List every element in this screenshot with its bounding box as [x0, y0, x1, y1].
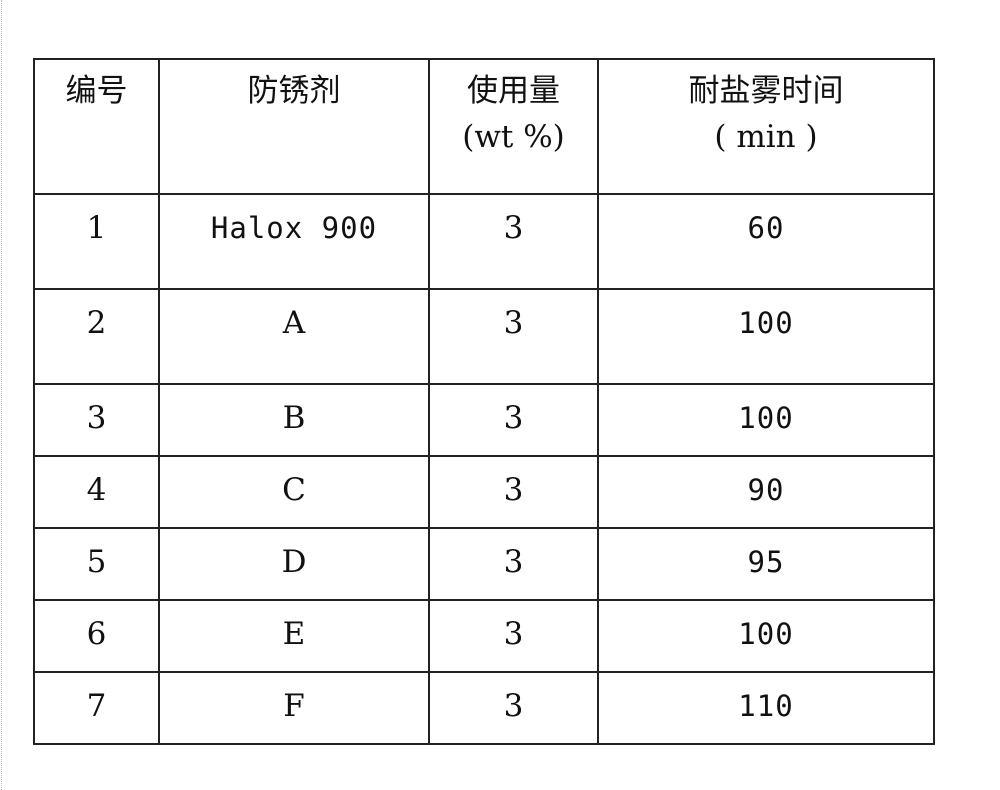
page-edge	[1, 0, 2, 790]
cell-dosage: 3	[429, 384, 598, 456]
cell-number: 1	[34, 194, 159, 289]
table-row: 1 Halox 900 3 60	[34, 194, 934, 289]
header-text: 使用量	[430, 68, 597, 114]
cell-dosage: 3	[429, 672, 598, 744]
cell-inhibitor: C	[159, 456, 429, 528]
table-row: 3 B 3 100	[34, 384, 934, 456]
cell-time: 100	[598, 600, 934, 672]
header-text: ( min )	[599, 114, 933, 160]
cell-number: 6	[34, 600, 159, 672]
header-inhibitor: 防锈剂	[159, 59, 429, 194]
header-number: 编号	[34, 59, 159, 194]
table-row: 4 C 3 90	[34, 456, 934, 528]
cell-time: 100	[598, 384, 934, 456]
cell-dosage: 3	[429, 289, 598, 384]
table-row: 5 D 3 95	[34, 528, 934, 600]
cell-time: 60	[598, 194, 934, 289]
header-salt-spray-time: 耐盐雾时间( min )	[598, 59, 934, 194]
cell-time: 95	[598, 528, 934, 600]
cell-time: 90	[598, 456, 934, 528]
cell-time: 100	[598, 289, 934, 384]
cell-time: 110	[598, 672, 934, 744]
cell-dosage: 3	[429, 528, 598, 600]
cell-number: 2	[34, 289, 159, 384]
header-text: 耐盐雾时间	[599, 68, 933, 114]
header-dosage: 使用量(wt %)	[429, 59, 598, 194]
cell-number: 3	[34, 384, 159, 456]
cell-number: 5	[34, 528, 159, 600]
cell-number: 4	[34, 456, 159, 528]
cell-inhibitor: E	[159, 600, 429, 672]
cell-dosage: 3	[429, 600, 598, 672]
header-text: 编号	[35, 68, 158, 114]
table-row: 7 F 3 110	[34, 672, 934, 744]
cell-inhibitor: D	[159, 528, 429, 600]
table-row: 2 A 3 100	[34, 289, 934, 384]
cell-inhibitor: Halox 900	[159, 194, 429, 289]
cell-dosage: 3	[429, 194, 598, 289]
header-text: 防锈剂	[160, 68, 428, 114]
cell-inhibitor: F	[159, 672, 429, 744]
table-row: 6 E 3 100	[34, 600, 934, 672]
cell-inhibitor: A	[159, 289, 429, 384]
cell-inhibitor: B	[159, 384, 429, 456]
header-row: 编号 防锈剂 使用量(wt %) 耐盐雾时间( min )	[34, 59, 934, 194]
cell-dosage: 3	[429, 456, 598, 528]
header-text: (wt %)	[430, 114, 597, 160]
cell-number: 7	[34, 672, 159, 744]
rust-inhibitor-table: 编号 防锈剂 使用量(wt %) 耐盐雾时间( min ) 1 Halox 90…	[33, 58, 935, 745]
